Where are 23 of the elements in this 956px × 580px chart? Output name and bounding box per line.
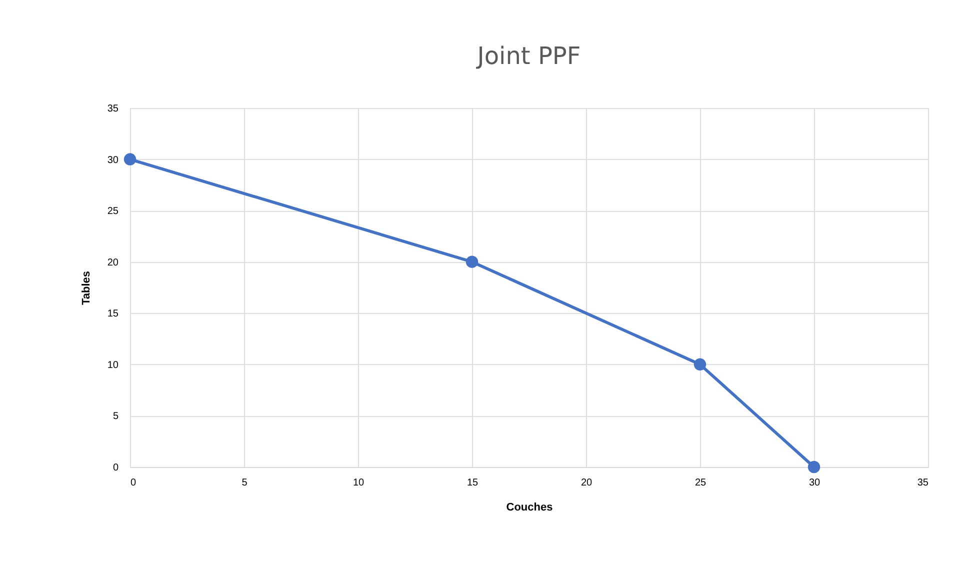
chart-title: Joint PPF <box>475 42 581 70</box>
x-tick-label: 35 <box>917 478 929 488</box>
y-tick-label: 35 <box>107 104 119 114</box>
x-tick-label: 30 <box>808 478 820 488</box>
y-tick-label: 20 <box>107 257 119 268</box>
x-tick-label: 10 <box>352 478 364 488</box>
x-tick-label: 15 <box>466 478 478 488</box>
x-axis-title: Couches <box>506 502 553 514</box>
y-tick-label: 30 <box>107 154 119 166</box>
y-tick-label: 15 <box>107 308 119 320</box>
x-tick-label: 25 <box>694 478 706 488</box>
point <box>466 256 478 268</box>
point <box>694 358 706 371</box>
x-tick-label: 5 <box>242 478 248 488</box>
y-tick-label: 0 <box>112 462 119 474</box>
y-tick-label: 10 <box>107 360 119 371</box>
x-tick-label: 0 <box>130 478 136 488</box>
y-tick-label: 5 <box>112 411 119 422</box>
x-tick-label: 20 <box>580 478 592 488</box>
y-tick-label: 25 <box>107 206 119 218</box>
y-axis-title: Tables <box>80 270 92 306</box>
point <box>808 460 820 474</box>
point <box>124 153 136 166</box>
